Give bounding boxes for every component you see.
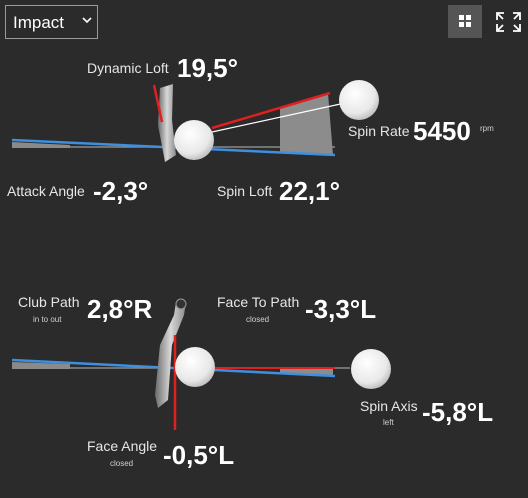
club-head (155, 302, 186, 408)
label: Spin Loft (217, 183, 272, 199)
sublabel: closed (246, 315, 269, 324)
value: 22,1° (279, 176, 340, 206)
value: -3,3°L (305, 294, 376, 324)
golf-ball (175, 347, 215, 387)
fullscreen-button[interactable] (489, 5, 523, 38)
icon[interactable] (459, 15, 464, 20)
value: 5450 (413, 116, 471, 146)
label: Face Angle (87, 438, 157, 454)
dropdown-label[interactable]: Impact (13, 13, 64, 32)
hosel (175, 298, 187, 310)
sublabel: closed (110, 459, 133, 468)
angle-wedge (12, 362, 70, 369)
value: -2,3° (93, 176, 148, 206)
value: 19,5° (177, 53, 238, 83)
golf-ball (351, 349, 391, 389)
button-bg[interactable] (489, 5, 523, 38)
loft-line (211, 91, 331, 130)
icon[interactable] (496, 12, 521, 32)
label: Dynamic Loft (87, 60, 169, 76)
dynamic-loft-line (152, 84, 164, 123)
label: Attack Angle (7, 183, 85, 199)
unit: rpm (480, 124, 494, 133)
icon[interactable] (466, 22, 471, 27)
grid-view-button[interactable] (448, 5, 482, 38)
label: Spin Rate (348, 123, 410, 139)
label: Club Path (18, 294, 79, 310)
sublabel: left (383, 418, 394, 427)
icon[interactable] (459, 22, 464, 27)
label: Spin Axis (360, 398, 418, 414)
button-bg[interactable] (448, 5, 482, 38)
sublabel: in to out (33, 315, 62, 324)
club-path-line (11, 358, 336, 378)
value: -5,8°L (422, 397, 493, 427)
icon[interactable] (466, 15, 471, 20)
dropdown-box[interactable] (5, 5, 98, 39)
value: -0,5°L (163, 440, 234, 470)
loft-diagram (11, 80, 379, 162)
club-head (158, 84, 176, 162)
angle-wedge (12, 142, 70, 148)
dropdown-arrow[interactable] (82, 17, 92, 24)
golf-ball (339, 80, 379, 120)
label: Face To Path (217, 294, 299, 310)
value: 2,8°R (87, 294, 153, 324)
golf-ball (174, 120, 214, 160)
launch-line (211, 102, 346, 133)
path-diagram (11, 298, 391, 430)
view-dropdown[interactable]: Impact (5, 5, 98, 39)
